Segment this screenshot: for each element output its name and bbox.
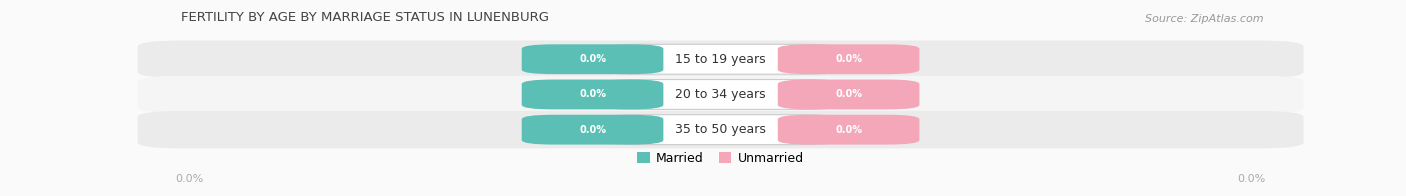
Text: 0.0%: 0.0%: [579, 89, 606, 99]
Text: 0.0%: 0.0%: [579, 125, 606, 135]
FancyBboxPatch shape: [522, 80, 664, 109]
FancyBboxPatch shape: [522, 115, 664, 145]
Text: 0.0%: 0.0%: [176, 174, 204, 184]
FancyBboxPatch shape: [778, 115, 920, 145]
Text: FERTILITY BY AGE BY MARRIAGE STATUS IN LUNENBURG: FERTILITY BY AGE BY MARRIAGE STATUS IN L…: [181, 11, 550, 24]
Text: 35 to 50 years: 35 to 50 years: [675, 123, 766, 136]
FancyBboxPatch shape: [778, 80, 920, 109]
Text: 0.0%: 0.0%: [579, 54, 606, 64]
FancyBboxPatch shape: [138, 41, 1303, 78]
FancyBboxPatch shape: [603, 80, 838, 109]
Text: 15 to 19 years: 15 to 19 years: [675, 53, 766, 66]
FancyBboxPatch shape: [138, 111, 1303, 148]
Legend: Married, Unmarried: Married, Unmarried: [633, 147, 808, 170]
FancyBboxPatch shape: [138, 76, 1303, 113]
Text: Source: ZipAtlas.com: Source: ZipAtlas.com: [1144, 14, 1263, 24]
Text: 0.0%: 0.0%: [835, 89, 862, 99]
FancyBboxPatch shape: [522, 44, 664, 74]
Text: 20 to 34 years: 20 to 34 years: [675, 88, 766, 101]
FancyBboxPatch shape: [778, 44, 920, 74]
FancyBboxPatch shape: [603, 44, 838, 74]
FancyBboxPatch shape: [603, 115, 838, 145]
Text: 0.0%: 0.0%: [835, 125, 862, 135]
Text: 0.0%: 0.0%: [835, 54, 862, 64]
Text: 0.0%: 0.0%: [1237, 174, 1265, 184]
